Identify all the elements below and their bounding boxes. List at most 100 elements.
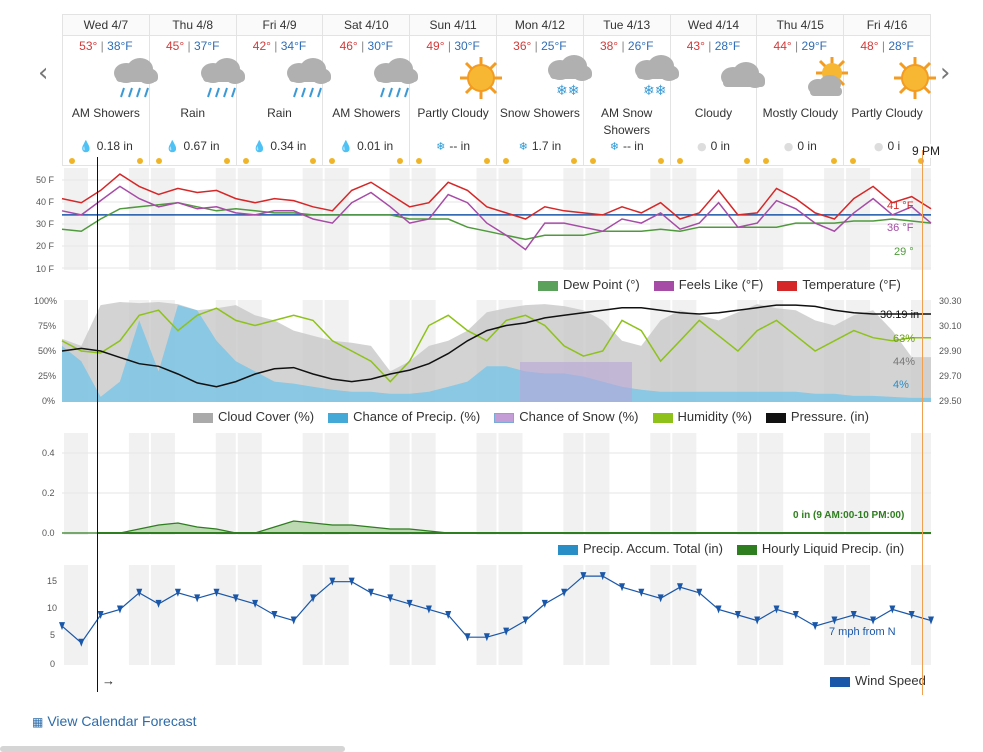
day-column[interactable]: Tue 4/13 38° | 26°F ❄❄ AM Snow Showers ❄ -- i… — [583, 15, 679, 165]
cloud-legend: Cloud Cover (%) Chance of Precip. (%) Ch… — [193, 409, 869, 424]
wind-direction-arrow — [271, 611, 278, 619]
series-line — [61, 201, 932, 241]
rain-cloud-icon — [63, 55, 158, 105]
night-band — [585, 168, 610, 270]
night-band — [389, 168, 410, 270]
next-arrow[interactable]: › — [940, 58, 951, 88]
legend-snow[interactable]: Chance of Snow (%) — [494, 409, 639, 424]
night-band — [672, 433, 697, 535]
cloud-plot — [61, 300, 931, 402]
night-band — [672, 565, 697, 665]
sunset-marker — [831, 158, 838, 164]
legend-accum[interactable]: Precip. Accum. Total (in) — [558, 541, 723, 556]
low-temp: 25°F — [541, 39, 567, 53]
sun-cloud-icon — [757, 55, 849, 105]
condition-label: Cloudy — [694, 106, 733, 120]
calendar-icon: ▦ — [32, 715, 44, 729]
scroll-arrow[interactable]: → — [102, 673, 115, 688]
night-band — [324, 433, 349, 535]
wind-direction-arrow — [580, 572, 587, 581]
precip-snow-icon: ❄ — [518, 140, 528, 153]
daily-forecast-strip: Wed 4/7 53° | 38°F AM Showers 💧 0.18 in Thu 4… — [62, 14, 937, 166]
snow-cloud-icon: ❄❄ — [497, 55, 592, 105]
night-band — [302, 565, 323, 665]
day-column[interactable]: Sun 4/11 49° | 30°F Partly Cloudy ❄ -- in — [410, 15, 503, 165]
horizontal-scrollbar[interactable] — [0, 746, 345, 752]
condition-label: Partly Cloudy — [851, 106, 923, 120]
night-band — [498, 433, 523, 535]
snow-cloud-icon: ❄❄ — [584, 55, 679, 105]
night-band — [150, 565, 175, 665]
day-column[interactable]: Mon 4/12 36° | 25°F ❄❄ Snow Showers ❄ 1.7 in — [496, 15, 592, 165]
night-band — [476, 565, 497, 665]
sunset-marker — [223, 158, 230, 164]
legend-temp[interactable]: Temperature (°F) — [777, 277, 901, 292]
day-column[interactable]: Wed 4/14 43° | 28°F Cloudy ● 0 in — [670, 15, 766, 165]
legend-wind[interactable]: Wind Speed — [830, 673, 926, 688]
day-name: Thu 4/8 — [149, 15, 236, 36]
temp-y-label: 30 F — [36, 219, 55, 229]
high-temp: 36° — [513, 39, 532, 53]
precip-amount: ● 0 in — [696, 139, 730, 153]
night-band — [759, 433, 784, 535]
day-column[interactable]: Fri 4/16 48° | 28°F Partly Cloudy ● 0 i — [844, 15, 937, 165]
sun-markers — [589, 158, 664, 164]
temp-annotation: 41 °F — [887, 200, 914, 212]
rain-cloud-icon — [323, 55, 419, 105]
precip-legend: Precip. Accum. Total (in) Hourly Liquid … — [558, 541, 904, 556]
cloud-y-label: 25% — [38, 371, 57, 381]
humidity-annotation: 63% — [893, 333, 916, 345]
day-temps: 49° | 30°F — [426, 39, 480, 53]
sunrise-marker — [329, 158, 336, 164]
precip-amount: ❄ -- in — [436, 139, 471, 153]
day-column[interactable]: Fri 4/9 42° | 34°F Rain 💧 0.34 in — [236, 15, 332, 165]
precip-y-label: 0.2 — [42, 488, 55, 498]
day-temps: 44° | 29°F — [773, 39, 827, 53]
day-name: Sat 4/10 — [323, 15, 410, 36]
day-column[interactable]: Thu 4/15 44° | 29°F Mostly Cloudy ● 0 in — [757, 15, 849, 165]
legend-liquid[interactable]: Hourly Liquid Precip. (in) — [736, 541, 904, 556]
day-column[interactable]: Wed 4/7 53° | 38°F AM Showers 💧 0.18 in — [63, 15, 158, 165]
legend-precip[interactable]: Chance of Precip. (%) — [328, 409, 480, 424]
low-temp: 38°F — [107, 39, 133, 53]
low-temp: 26°F — [627, 39, 654, 53]
night-band — [128, 565, 149, 665]
day-column[interactable]: Thu 4/8 45° | 37°F Rain 💧 0.67 in — [149, 15, 245, 165]
wind-direction-arrow — [174, 588, 181, 597]
night-band — [389, 565, 410, 665]
cloud-y-label: 0% — [42, 396, 56, 406]
legend-cloud[interactable]: Cloud Cover (%) — [193, 409, 314, 424]
legend-humidity[interactable]: Humidity (%) — [652, 409, 752, 424]
day-temps: 42° | 34°F — [252, 39, 307, 53]
wind-direction-arrow — [252, 599, 259, 608]
legend-dew[interactable]: Dew Point (°) — [538, 277, 640, 292]
night-band — [498, 565, 523, 665]
precip-amount: ● 0 in — [783, 139, 817, 153]
precip-amount: ❄ -- in — [609, 139, 644, 153]
wind-direction-arrow — [831, 616, 838, 625]
sunset-marker — [136, 158, 143, 164]
wind-direction-arrow — [445, 611, 452, 619]
wind-direction-arrow — [522, 616, 529, 625]
sun-icon — [844, 55, 937, 105]
sun-markers — [69, 158, 143, 164]
legend-feels[interactable]: Feels Like (°F) — [653, 277, 763, 292]
precip-drop-icon: 💧 — [339, 140, 354, 153]
night-band — [911, 168, 931, 270]
day-column[interactable]: Sat 4/10 46° | 30°F AM Showers 💧 0.01 in — [323, 15, 419, 165]
temp-y-label: 20 F — [36, 241, 55, 251]
view-calendar-link[interactable]: ▦ View Calendar Forecast — [32, 713, 197, 729]
precip-none-icon: ● — [783, 140, 794, 153]
prev-arrow[interactable]: ‹ — [38, 58, 49, 88]
sun-markers — [155, 158, 230, 164]
night-band — [759, 565, 784, 665]
night-band — [824, 433, 845, 535]
svg-text:❄❄: ❄❄ — [643, 83, 666, 99]
precip-total-label: 0 in (9 AM:00-10 PM:00) — [793, 510, 905, 521]
legend-pressure[interactable]: Pressure. (in) — [765, 409, 869, 424]
wind-direction-arrow — [310, 594, 317, 603]
wind-direction-arrow — [136, 588, 143, 597]
sunrise-marker — [155, 158, 162, 164]
sun-markers — [850, 158, 924, 164]
condition-label: Partly Cloudy — [417, 106, 489, 120]
